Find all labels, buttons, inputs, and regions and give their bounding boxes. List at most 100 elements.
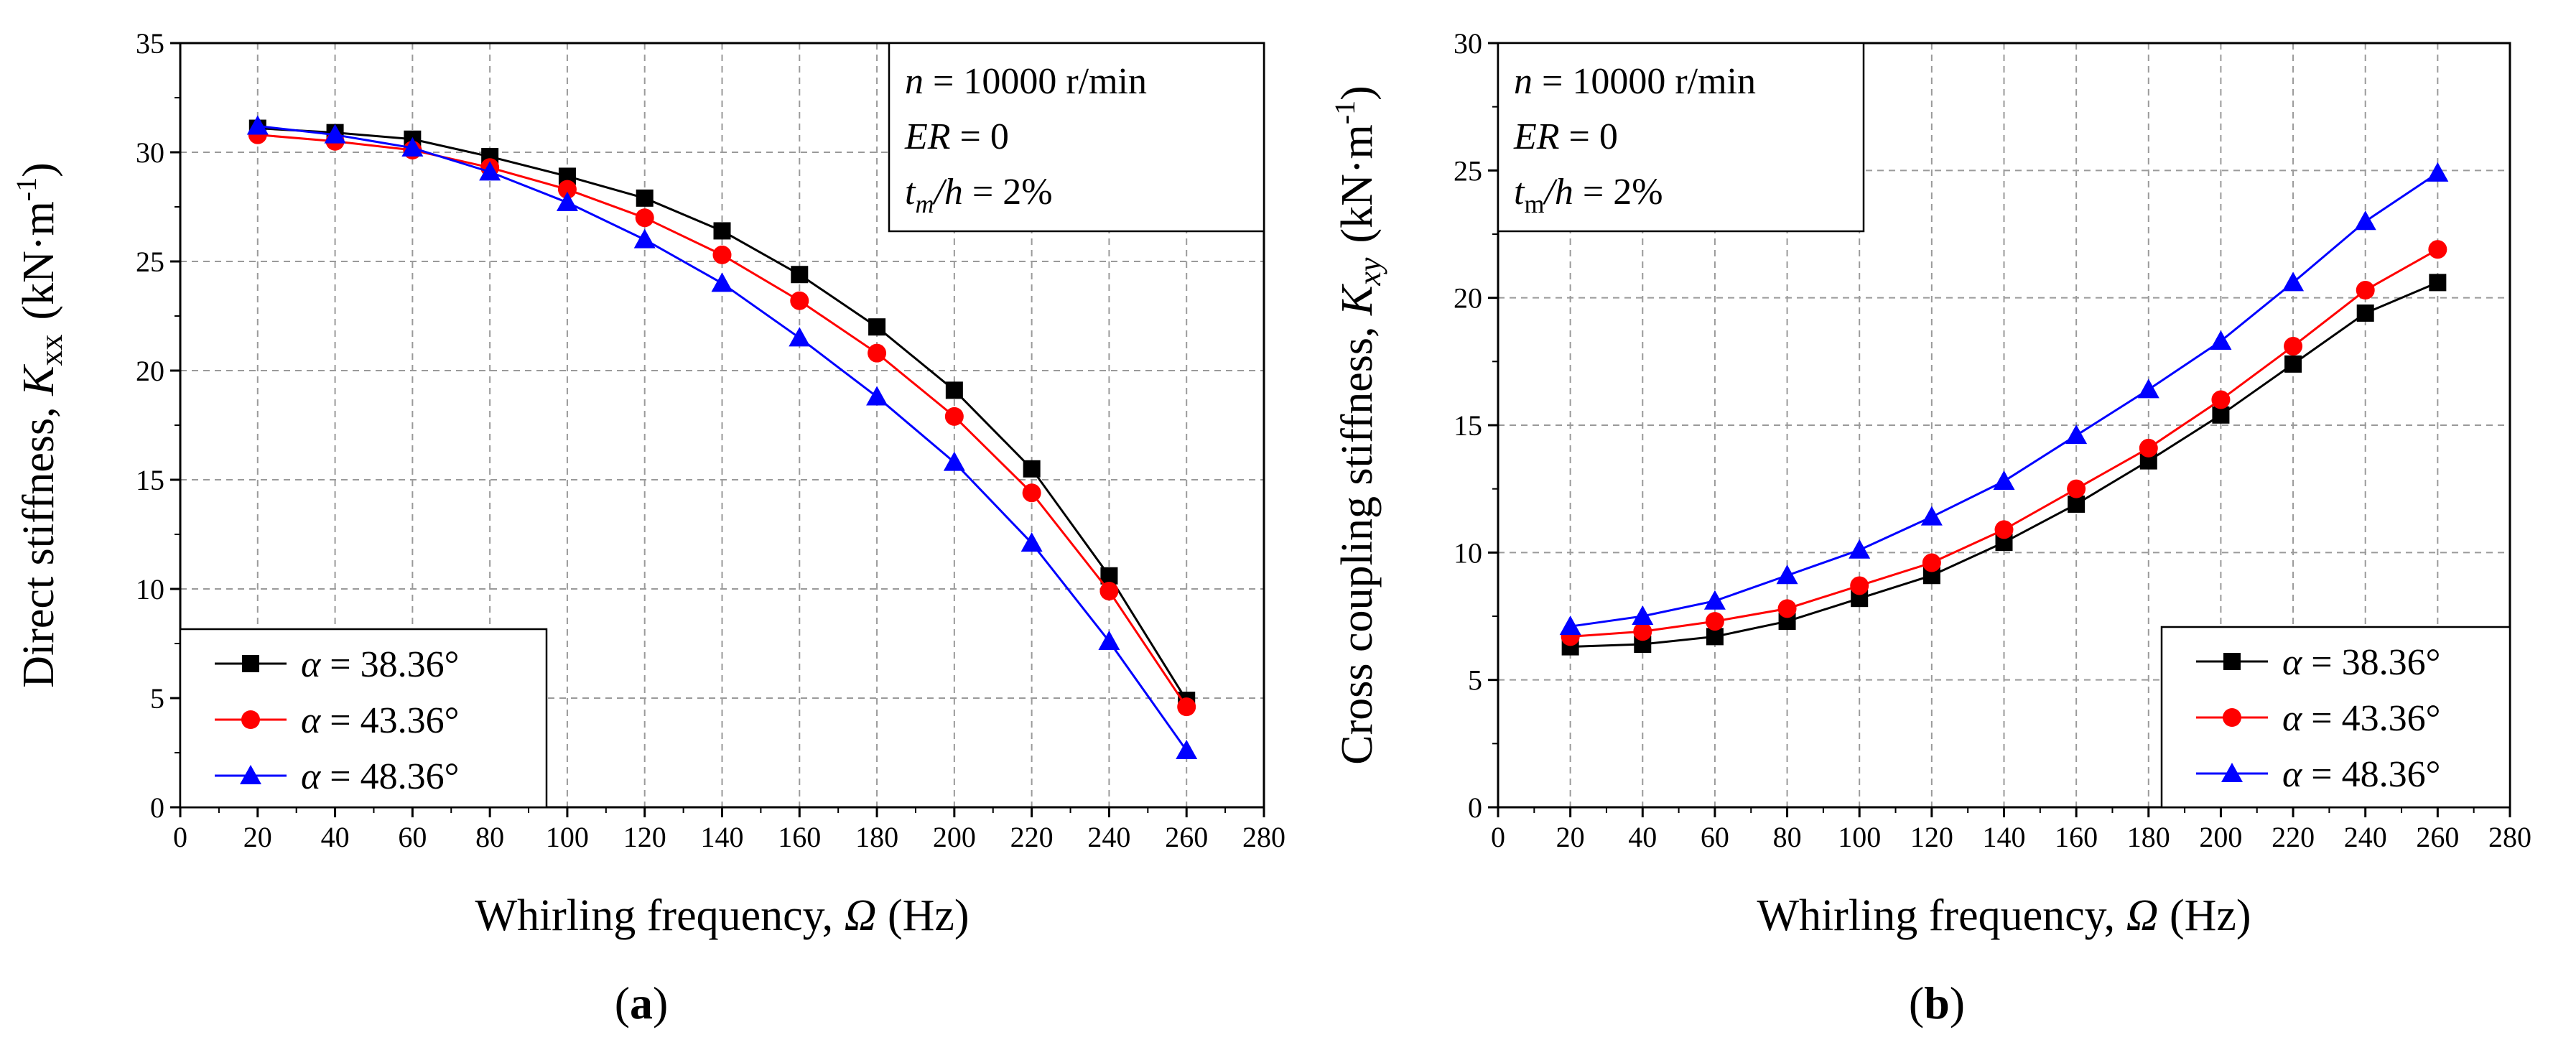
- data-point: [2210, 330, 2232, 350]
- x-tick-label: 80: [475, 821, 504, 853]
- data-point: [1022, 483, 1041, 503]
- x-tick-label: 20: [243, 821, 272, 853]
- data-point: [479, 161, 501, 181]
- data-point: [1705, 612, 1724, 631]
- annotation-speed-value: = 10000 r/min: [924, 61, 1147, 102]
- data-point: [1850, 576, 1869, 595]
- x-tick-label: 80: [1773, 821, 1802, 853]
- x-tick-label: 260: [2416, 821, 2459, 853]
- data-point: [1920, 506, 1943, 526]
- data-point: [790, 291, 809, 310]
- x-tick-label: 240: [2344, 821, 2387, 853]
- data-point: [401, 136, 424, 157]
- data-point: [1993, 470, 2015, 491]
- y-tick-label: 20: [136, 355, 164, 387]
- legend: α = 38.36° α = 43.36° α = 48.36°: [179, 628, 548, 809]
- legend-marker: [2223, 653, 2241, 670]
- x-axis-label-text: Whirling frequency,: [1757, 891, 2126, 940]
- y-axis-label-sub: xy: [1352, 257, 1387, 287]
- legend-symbol: α: [301, 756, 322, 797]
- data-point: [866, 386, 888, 406]
- data-point: [713, 222, 731, 240]
- data-point: [945, 381, 963, 399]
- chart-b: 0 20 40 60 80 100 120 140 160 180 200 220 240 260 280 0…: [1329, 27, 2531, 1028]
- data-point: [2356, 281, 2375, 300]
- series-3: [1559, 162, 2449, 636]
- legend-item-2: α = 43.36°: [2196, 698, 2440, 739]
- data-point: [711, 272, 733, 292]
- data-point: [1099, 582, 1119, 601]
- x-tick-label: 260: [1165, 821, 1208, 853]
- legend-value: = 38.36°: [320, 644, 459, 685]
- legend-item-1: α = 38.36°: [215, 644, 459, 685]
- x-axis-label-unit: (Hz): [2158, 891, 2251, 940]
- annotation-ratio-var2: /h: [931, 172, 962, 213]
- x-tick-label: 100: [546, 821, 589, 853]
- annotation-eccentricity: ER = 0: [1513, 116, 1618, 157]
- legend-symbol: α: [2282, 698, 2303, 739]
- y-tick-label: 30: [136, 136, 164, 169]
- x-tick-label: 200: [933, 821, 976, 853]
- annotation-ratio-sub: m: [1524, 190, 1544, 218]
- annotation-ratio: tm/h = 2%: [1514, 172, 1663, 218]
- data-point: [789, 327, 811, 347]
- legend-label: α = 43.36°: [2282, 698, 2440, 739]
- panel-label-open: (: [1909, 977, 1924, 1028]
- x-axis-label-unit: (Hz): [876, 891, 969, 940]
- data-point: [791, 266, 809, 284]
- x-tick-label: 40: [1628, 821, 1657, 853]
- annotation-speed: n = 10000 r/min: [905, 61, 1147, 102]
- x-tick-label: 100: [1838, 821, 1881, 853]
- data-point: [633, 228, 656, 249]
- data-point: [1703, 590, 1726, 610]
- data-point: [556, 191, 578, 211]
- data-point: [1176, 739, 1198, 759]
- panel-label: (b): [1909, 977, 1965, 1028]
- annotation-ratio-sub: m: [915, 190, 934, 218]
- data-point: [1776, 565, 1798, 585]
- y-axis-label-text: Direct stiffness,: [14, 396, 63, 688]
- panel-label-close: ): [1950, 977, 1965, 1028]
- legend-item-3: α = 48.36°: [2196, 754, 2440, 795]
- annotation-ratio-value: = 2%: [1573, 172, 1663, 213]
- annotation-speed-var: n: [1514, 61, 1533, 102]
- y-axis-label-text: Cross coupling stiffness,: [1333, 315, 1382, 765]
- annotation-ratio-value: = 2%: [963, 172, 1053, 213]
- y-axis-label-symbol: K: [14, 363, 63, 396]
- x-tick-label: 0: [173, 821, 187, 853]
- data-point: [868, 318, 886, 336]
- annotation-ratio-var2: /h: [1542, 172, 1573, 213]
- y-tick-label: 10: [1454, 537, 1482, 569]
- x-tick-label: 160: [2055, 821, 2098, 853]
- ticks: 0 20 40 60 80 100 120 140 160 180 200 220 240 260 280 0…: [136, 27, 1285, 853]
- legend-symbol: α: [301, 700, 322, 741]
- legend-value: = 43.36°: [320, 700, 459, 741]
- y-tick-label: 35: [136, 27, 164, 60]
- data-point: [1098, 630, 1120, 650]
- legend-symbol: α: [2282, 754, 2303, 795]
- data-point: [246, 115, 269, 135]
- x-axis-label-symbol: Ω: [845, 891, 877, 940]
- annotation-box: [1497, 42, 1865, 233]
- y-axis-label-unit-close: ): [1333, 85, 1382, 101]
- legend-marker: [241, 710, 260, 729]
- x-tick-label: 0: [1491, 821, 1505, 853]
- data-point: [1100, 567, 1118, 585]
- y-tick-label: 5: [1468, 664, 1482, 697]
- legend-item-3: α = 48.36°: [215, 756, 459, 797]
- panel-label: (a): [615, 977, 669, 1028]
- data-point: [2137, 378, 2159, 399]
- data-point: [2429, 274, 2447, 292]
- legend-box: [179, 628, 548, 809]
- data-point: [1559, 616, 1581, 636]
- data-point: [868, 343, 887, 363]
- x-tick-label: 180: [855, 821, 898, 853]
- legend-marker: [240, 765, 261, 784]
- panel-label-letter: a: [630, 977, 653, 1028]
- series-2: [1561, 240, 2447, 646]
- legend: α = 38.36°α = 43.36°α = 48.36°: [2160, 626, 2511, 809]
- data-point: [635, 208, 654, 228]
